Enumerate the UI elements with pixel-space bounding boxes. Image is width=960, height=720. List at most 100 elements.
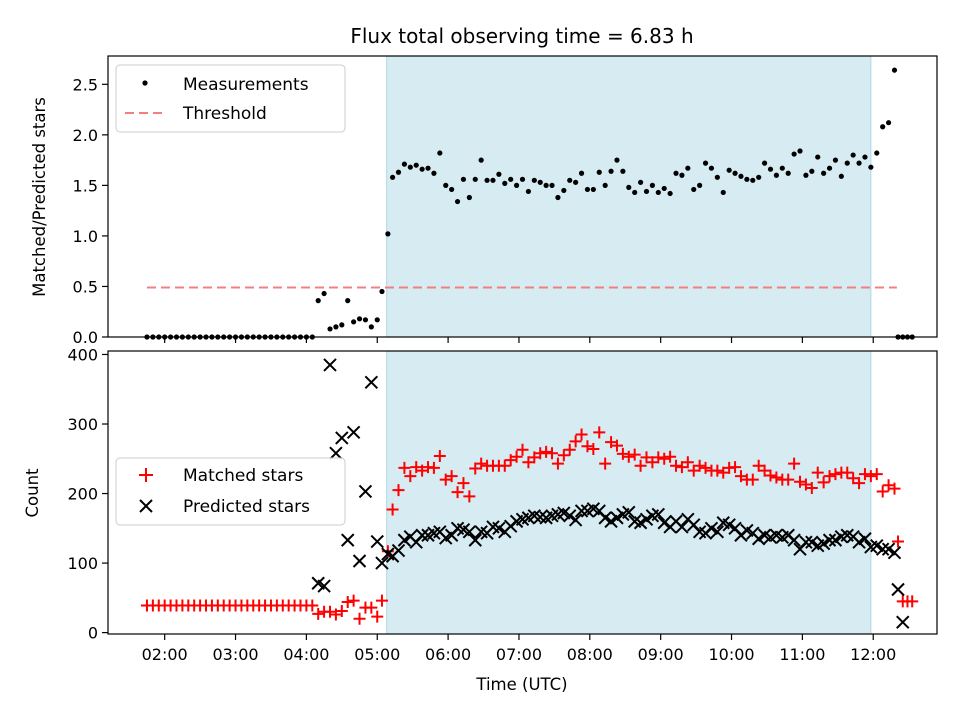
top-axes-frame bbox=[107, 55, 938, 338]
measurement-point bbox=[478, 157, 484, 163]
predicted-point bbox=[468, 533, 482, 547]
measurement-point bbox=[490, 177, 496, 183]
y-tick-label: 1.0 bbox=[73, 227, 98, 246]
matched-point bbox=[693, 459, 706, 472]
predicted-point bbox=[568, 513, 583, 527]
predicted-point bbox=[622, 505, 636, 520]
predicted-point bbox=[822, 533, 837, 547]
measurement-point bbox=[750, 177, 756, 183]
predicted-point bbox=[415, 528, 429, 542]
measurement-point bbox=[838, 173, 844, 179]
predicted-point bbox=[323, 358, 337, 372]
matched-point bbox=[658, 452, 671, 465]
matched-point bbox=[516, 443, 529, 456]
measurement-point bbox=[626, 184, 632, 191]
legend-matched-label: Matched stars bbox=[183, 466, 303, 486]
measurement-point bbox=[596, 169, 602, 175]
bottom-observing-window bbox=[386, 350, 872, 635]
measurement-point bbox=[679, 172, 685, 178]
matched-point bbox=[335, 605, 348, 618]
measurement-point bbox=[385, 231, 391, 237]
measurement-point bbox=[756, 174, 762, 180]
matched-point bbox=[711, 464, 724, 477]
matched-point bbox=[475, 457, 488, 470]
matched-point bbox=[341, 596, 354, 609]
predicted-point bbox=[787, 533, 801, 547]
measurement-point bbox=[502, 180, 508, 186]
measurement-point bbox=[555, 194, 561, 201]
measurement-point bbox=[351, 319, 357, 325]
bottom-legend: Matched stars Predicted stars bbox=[115, 457, 346, 526]
measurement-point bbox=[484, 177, 490, 183]
matched-point bbox=[622, 450, 635, 463]
measurement-point bbox=[345, 298, 351, 304]
matched-point bbox=[551, 457, 564, 470]
x-tick-label: 12:00 bbox=[850, 645, 896, 664]
predicted-point bbox=[364, 375, 379, 389]
y-tick-label: 2.5 bbox=[73, 75, 98, 94]
measurement-point bbox=[374, 317, 380, 323]
measurement-point bbox=[661, 185, 667, 192]
measurement-point bbox=[702, 160, 709, 166]
measurement-point bbox=[655, 189, 661, 196]
measurement-point bbox=[868, 164, 874, 170]
matched-point bbox=[427, 461, 440, 474]
measurement-point bbox=[472, 176, 478, 182]
matched-point bbox=[906, 595, 919, 608]
measurement-point bbox=[362, 317, 369, 323]
measurement-point bbox=[844, 160, 850, 166]
measurement-point bbox=[809, 168, 815, 174]
matched-point bbox=[811, 466, 824, 479]
matched-point bbox=[634, 459, 647, 472]
matched-point bbox=[864, 470, 877, 483]
x-tick-label: 09:00 bbox=[638, 645, 684, 664]
bottom-axes-frame bbox=[107, 350, 938, 635]
y-tick-label: 1.5 bbox=[73, 176, 98, 195]
measurement-point bbox=[779, 165, 785, 171]
matched-stars-points bbox=[140, 426, 919, 625]
measurement-point bbox=[673, 170, 679, 176]
measurement-point bbox=[466, 194, 472, 201]
measurement-point bbox=[437, 150, 443, 156]
y-tick-label: 2.0 bbox=[73, 126, 98, 145]
matched-point bbox=[457, 477, 470, 490]
top-y-axis: 0.0 0.5 1.0 1.5 2.0 2.5 bbox=[73, 75, 108, 347]
measurement-point bbox=[573, 179, 579, 185]
matched-point bbox=[823, 470, 836, 483]
y-tick-label: 100 bbox=[67, 554, 98, 573]
measurement-point bbox=[419, 166, 425, 172]
x-tick-label: 08:00 bbox=[567, 645, 613, 664]
measurement-point bbox=[356, 316, 363, 322]
predicted-point bbox=[799, 535, 813, 549]
matched-point bbox=[306, 599, 319, 612]
measurement-point bbox=[425, 165, 431, 171]
measurement-point bbox=[431, 170, 437, 176]
matched-point bbox=[817, 476, 830, 489]
legend-threshold-label: Threshold bbox=[182, 104, 267, 124]
matched-point bbox=[628, 448, 641, 461]
bottom-x-axis: 02:00 03:00 04:00 05:00 06:00 07:00 08:00 09:00… bbox=[142, 634, 896, 664]
matched-point bbox=[788, 457, 801, 470]
measurement-point bbox=[691, 186, 697, 193]
measurement-point bbox=[333, 324, 339, 330]
legend-predicted-marker bbox=[139, 499, 153, 513]
measurement-point bbox=[401, 161, 408, 167]
matched-point bbox=[794, 475, 807, 488]
matched-point bbox=[670, 459, 683, 472]
measurement-point bbox=[389, 174, 396, 180]
matched-point bbox=[699, 461, 712, 474]
legend-matched-marker bbox=[139, 468, 153, 482]
y-tick-label: 200 bbox=[67, 485, 98, 504]
measurement-point bbox=[315, 298, 321, 304]
measurement-point bbox=[850, 152, 856, 158]
matched-point bbox=[841, 466, 854, 479]
matched-point bbox=[404, 470, 417, 483]
y-tick-label: 300 bbox=[67, 415, 98, 434]
matched-point bbox=[593, 426, 606, 439]
predicted-point bbox=[563, 509, 577, 523]
predicted-point bbox=[675, 520, 689, 534]
matched-point bbox=[876, 485, 889, 498]
x-tick-label: 10:00 bbox=[708, 645, 754, 664]
